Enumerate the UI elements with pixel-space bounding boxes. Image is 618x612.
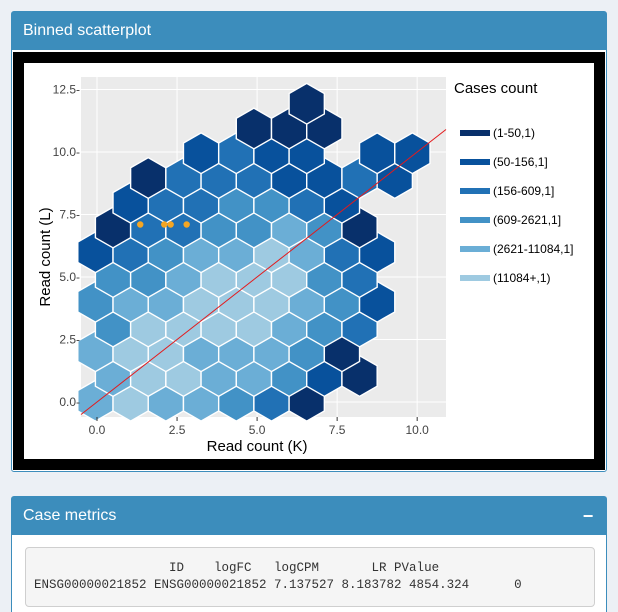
y-tick-label: 10.0-	[53, 145, 80, 159]
legend-swatch	[460, 159, 490, 165]
y-tick-label: 12.5-	[53, 83, 80, 97]
legend-label: (50-156,1]	[493, 155, 548, 169]
legend-label: (1-50,1)	[493, 126, 535, 140]
case-metrics-panel: Case metrics − ID logFC logCPM LR PValue…	[11, 496, 607, 612]
metrics-output: ID logFC logCPM LR PValue ENSG0000002185…	[25, 547, 595, 607]
hexbin-chart: 0.0 2.5 5.0 7.5 10.0 0.0- 2.5- 5.0- 7.5- 10.0- 12.…	[24, 63, 594, 459]
x-tick-label: 0.0	[89, 423, 106, 437]
legend: (1-50,1) (50-156,1] (156-609,1] (609-2621,1…	[460, 126, 574, 285]
x-tick-label: 2.5	[169, 423, 186, 437]
legend-swatch	[460, 130, 490, 136]
highlight-point	[183, 221, 190, 228]
y-axis-label: Read count (L)	[37, 207, 54, 306]
highlight-point	[137, 221, 144, 228]
hex-bins	[77, 82, 431, 422]
legend-swatch	[460, 275, 490, 281]
binned-scatterplot-panel: Binned scatterplot 0.0 2.5 5.0 7.5 10.0 0.0- 2…	[11, 11, 607, 472]
panel-header: Binned scatterplot	[12, 12, 606, 50]
plot-frame: 0.0 2.5 5.0 7.5 10.0 0.0- 2.5- 5.0- 7.5- 10.0- 12.…	[13, 52, 605, 470]
legend-swatch	[460, 188, 490, 194]
panel-header: Case metrics −	[12, 497, 606, 535]
x-tick-label: 10.0	[406, 423, 430, 437]
metrics-header-row: ID logFC logCPM LR PValue	[34, 561, 440, 575]
legend-title: Cases count	[454, 80, 538, 97]
y-tick-label: 5.0-	[59, 270, 80, 284]
x-axis-label: Read count (K)	[207, 438, 308, 455]
minus-icon[interactable]: −	[582, 506, 594, 526]
metrics-data-row: ENSG00000021852 ENSG00000021852 7.137527…	[34, 578, 522, 592]
legend-swatch	[460, 217, 490, 223]
hex-bin	[288, 82, 326, 125]
highlight-points	[137, 221, 190, 228]
axes: 0.0 2.5 5.0 7.5 10.0 0.0- 2.5- 5.0- 7.5- 10.0- 12.…	[53, 83, 430, 438]
highlight-point	[161, 221, 168, 228]
legend-label: (2621-11084,1]	[493, 242, 574, 256]
y-tick-label: 0.0-	[59, 395, 80, 409]
y-tick-label: 2.5-	[59, 333, 80, 347]
panel-title: Case metrics	[23, 507, 117, 524]
legend-label: (156-609,1]	[493, 184, 554, 198]
legend-label: (11084+,1)	[493, 271, 551, 285]
panel-title: Binned scatterplot	[23, 22, 152, 39]
x-tick-label: 7.5	[329, 423, 346, 437]
x-tick-label: 5.0	[249, 423, 266, 437]
highlight-point	[167, 221, 174, 228]
y-tick-label: 7.5-	[59, 208, 80, 222]
legend-label: (609-2621,1]	[493, 213, 561, 227]
hex-bin	[394, 132, 431, 175]
legend-swatch	[460, 246, 490, 252]
reference-line	[80, 129, 447, 415]
